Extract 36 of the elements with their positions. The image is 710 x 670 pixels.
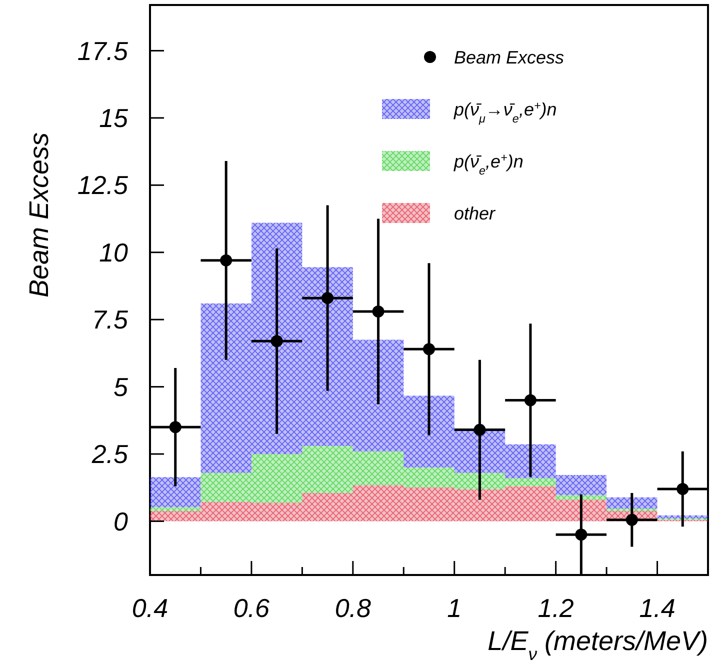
y-tick-label: 17.5 [77,36,129,66]
point [322,292,334,304]
y-tick-label: 5 [114,372,129,402]
x-tick-label: 1 [447,593,462,623]
point [220,254,232,266]
point [676,482,689,495]
x-axis-title: L/E$_{ν}$ (meters/MeV) [488,626,708,664]
y-axis-title: Beam Excess [24,132,54,298]
legend-label: p(ν̄$_{μ}$→ν̄$_{e}$,e$^{+}$)n [453,98,557,125]
point [169,421,182,434]
y-tick-label: 10 [99,237,129,268]
point [423,343,435,356]
bar [606,497,658,509]
point [626,514,638,526]
x-tick-label: 0.4 [132,593,168,623]
point [372,306,384,318]
bar [150,477,201,508]
x-tick-label: 0.8 [334,593,372,623]
x-tick-label: 1.4 [639,593,676,623]
bar [150,507,201,512]
point [524,394,536,406]
x-tick-label: 0.6 [233,593,270,623]
y-tick-label: 7.5 [92,304,129,335]
point [270,335,283,348]
legend-label: other [454,203,496,224]
point [474,424,486,436]
bar [556,495,607,500]
x-tick-label: 1.2 [538,593,574,623]
point [575,528,588,541]
legend-label: Beam Excess [454,47,564,68]
y-tick-label: 2.5 [90,439,129,470]
bar [606,508,658,512]
y-tick-label: 15 [99,103,129,134]
y-tick-label: 0 [114,506,129,536]
legend-label: p(ν̄$_{e}$,e$^{+}$)n [453,150,524,177]
y-tick-label: 12.5 [77,170,129,200]
